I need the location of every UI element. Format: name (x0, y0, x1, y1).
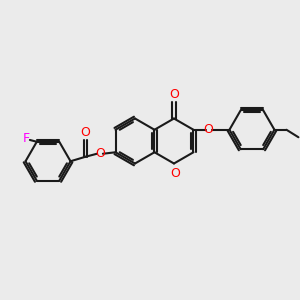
Text: O: O (81, 126, 91, 139)
Text: O: O (169, 88, 179, 100)
Text: F: F (23, 132, 30, 145)
Text: O: O (170, 167, 180, 180)
Text: O: O (203, 123, 213, 136)
Text: O: O (96, 147, 106, 160)
